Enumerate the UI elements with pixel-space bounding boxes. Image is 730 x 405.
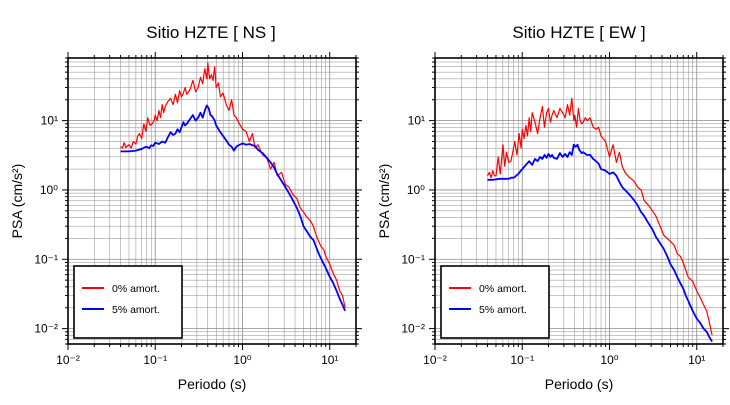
x-tick-label: 10⁻¹ [510, 353, 534, 367]
series-undamped-line [486, 97, 713, 336]
chart-ns: 10⁻² 10⁻¹ 10⁰ 10¹ 10⁻² 10⁻¹ 10⁰ 10¹ Sitio HZTE [… [9, 23, 362, 392]
legend-label: 5% amort. [479, 304, 527, 316]
y-tick-label: 10⁻¹ [401, 252, 425, 266]
chart-title: Sitio HZTE [ NS ] [146, 23, 275, 42]
x-tick-label: 10⁰ [600, 353, 618, 367]
y-tick-label: 10¹ [41, 114, 58, 128]
chart-title: Sitio HZTE [ EW ] [512, 23, 645, 42]
y-axis-label: PSA (cm/s²) [9, 164, 25, 239]
series-damped-line [487, 143, 713, 343]
legend-label: 5% amort. [112, 304, 160, 316]
x-tick-label: 10⁰ [233, 353, 251, 367]
plot-frame [67, 57, 357, 345]
legend-label: 0% amort. [112, 283, 160, 295]
y-axis-label: PSA (cm/s²) [376, 164, 392, 239]
x-tick-label: 10⁻¹ [143, 353, 167, 367]
x-tick-label: 10¹ [688, 353, 705, 367]
series-undamped-line [120, 62, 346, 308]
y-tick-label: 10¹ [408, 114, 425, 128]
x-tick-label: 10⁻² [56, 353, 80, 367]
y-tick-label: 10⁻² [34, 322, 58, 336]
y-tick-label: 10⁻² [401, 322, 425, 336]
legend-label: 0% amort. [479, 283, 527, 295]
legend-box [440, 265, 550, 339]
x-axis-label: Periodo (s) [545, 376, 613, 392]
legend-box [73, 265, 183, 339]
y-tick-label: 10⁰ [40, 183, 58, 197]
plot-frame [434, 57, 724, 345]
y-tick-label: 10⁰ [407, 183, 425, 197]
x-tick-label: 10⁻² [423, 353, 447, 367]
x-tick-label: 10¹ [321, 353, 338, 367]
y-tick-label: 10⁻¹ [34, 252, 58, 266]
chart-ew: 10⁻² 10⁻¹ 10⁰ 10¹ 10⁻² 10⁻¹ 10⁰ 10¹ Sitio HZTE [… [376, 23, 729, 392]
x-axis-label: Periodo (s) [178, 376, 246, 392]
series-damped-line [120, 104, 346, 312]
